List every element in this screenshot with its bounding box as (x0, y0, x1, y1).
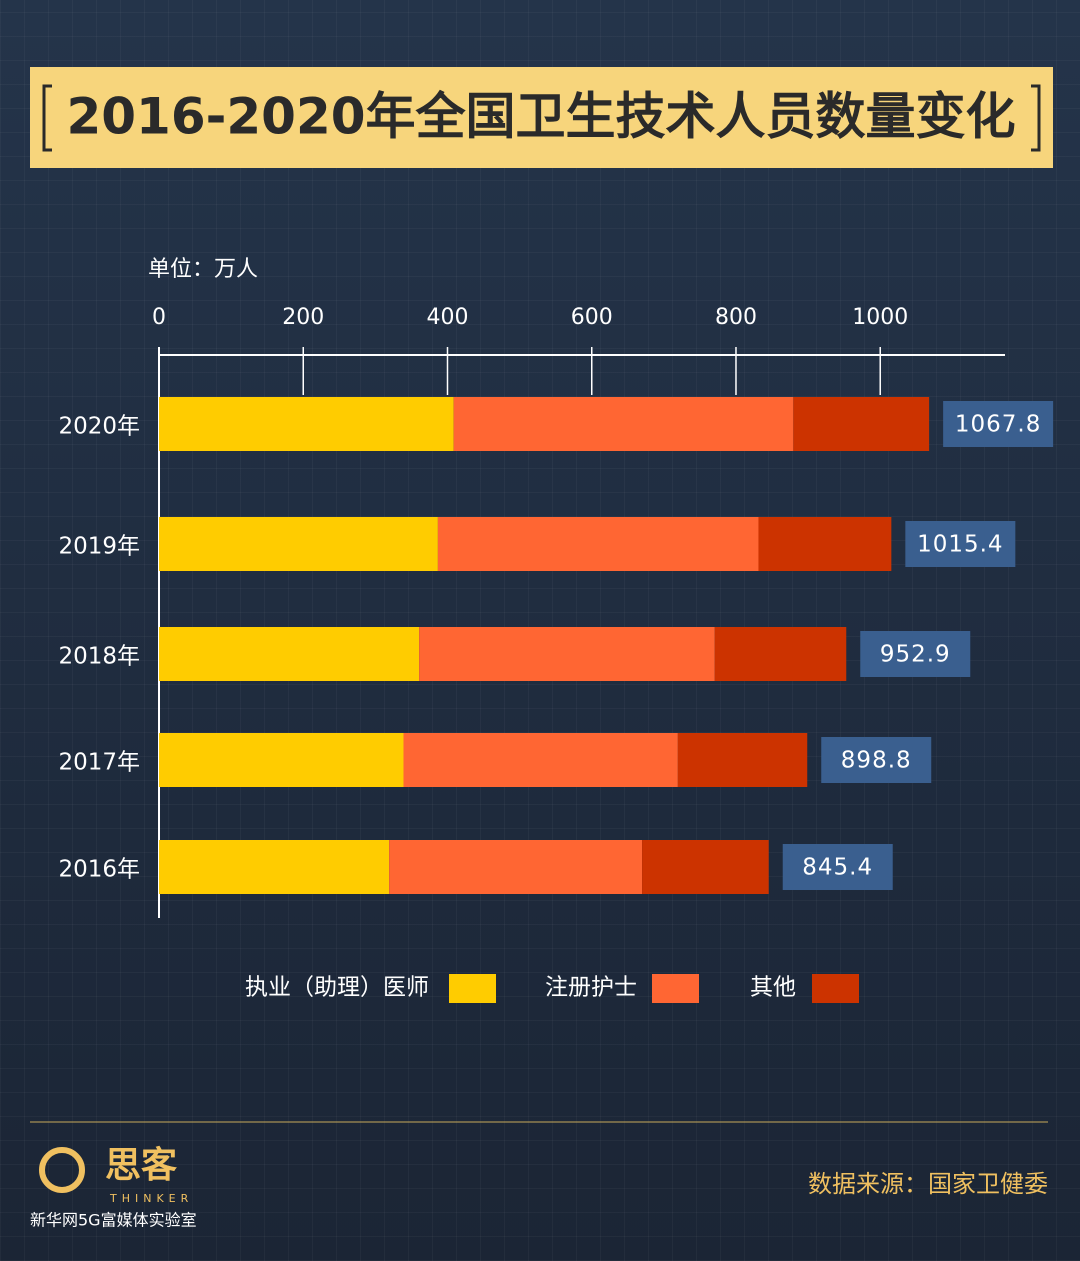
title-brackets (42, 84, 1041, 152)
x-tick-label: 400 (426, 305, 468, 330)
legend-label: 其他 (750, 975, 796, 1001)
total-label-box (821, 737, 932, 783)
x-tick-label: 800 (715, 305, 757, 330)
bar-segment (677, 733, 808, 787)
total-label-box (782, 844, 893, 890)
bar-segment (419, 627, 715, 681)
unit-label: 单位：万人 (148, 257, 258, 282)
y-tick-label: 2018年 (58, 644, 140, 670)
logo-name: 思客 (105, 1144, 177, 1186)
total-label: 898.8 (841, 748, 912, 774)
source: 数据来源：国家卫健委 (808, 1170, 1048, 1198)
logo-sub: THINKER (109, 1192, 193, 1205)
bar-segment (159, 517, 438, 571)
bar-segment (453, 397, 794, 451)
bar-segment (403, 733, 678, 787)
total-label-box (860, 631, 971, 677)
logo-org: 新华网5G富媒体实验室 (30, 1211, 197, 1230)
x-tick-label: 600 (571, 305, 613, 330)
legend-swatch (812, 974, 859, 1003)
bar-segment (793, 397, 930, 451)
y-tick-label: 2016年 (58, 857, 140, 883)
legend-label: 执业（助理）医师 (245, 975, 429, 1001)
x-tick-label: 0 (152, 305, 166, 330)
legend-swatch (652, 974, 699, 1003)
bar-segment (437, 517, 759, 571)
total-label: 952.9 (880, 642, 951, 668)
x-tick-label: 200 (282, 305, 324, 330)
logo-mark (39, 1147, 85, 1193)
title-banner (30, 67, 1053, 168)
bar-segment (758, 517, 892, 571)
total-label-box (905, 521, 1016, 567)
x-tick-label: 1000 (852, 305, 908, 330)
total-label: 1015.4 (917, 532, 1003, 558)
bar-segment (159, 840, 390, 894)
y-tick-label: 2020年 (58, 414, 140, 440)
bar-segment (642, 840, 769, 894)
y-tick-label: 2017年 (58, 750, 140, 776)
bar-segment (159, 397, 454, 451)
chart-title: 2016-2020年全国卫生技术人员数量变化 (66, 88, 1015, 146)
legend-label: 注册护士 (545, 975, 637, 1001)
bar-segment (714, 627, 847, 681)
total-label: 845.4 (802, 855, 873, 881)
bar-segment (159, 627, 420, 681)
total-label-box (943, 401, 1054, 447)
total-label: 1067.8 (955, 412, 1041, 438)
bar-segment (389, 840, 643, 894)
legend-swatch (449, 974, 496, 1003)
bar-segment (159, 733, 404, 787)
y-tick-label: 2019年 (58, 534, 140, 560)
